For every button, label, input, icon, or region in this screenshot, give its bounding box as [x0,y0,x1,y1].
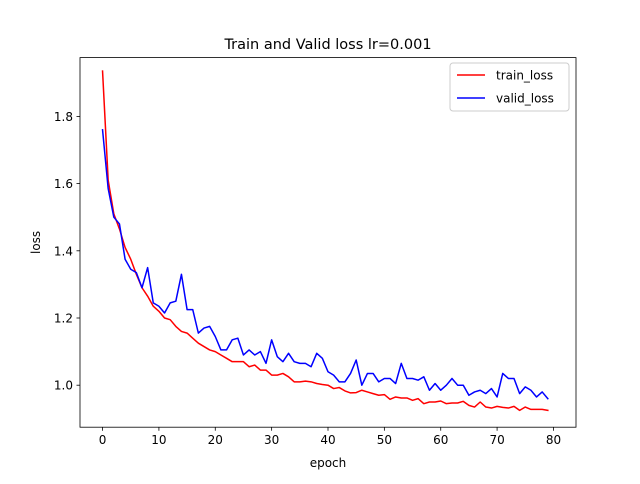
plot-area [80,57,576,428]
chart-title: Train and Valid loss lr=0.001 [223,37,431,53]
x-tick-label: 50 [377,433,392,447]
x-tick-label: 20 [208,433,223,447]
y-tick-label: 1.8 [54,110,73,124]
x-tick-label: 80 [546,433,561,447]
x-tick-label: 30 [264,433,279,447]
x-tick-label: 40 [320,433,335,447]
legend-label-valid-loss: valid_loss [496,92,554,106]
series-line-valid-loss [101,129,549,400]
series-line-train-loss [101,70,549,412]
y-tick-label: 1.4 [54,244,73,258]
legend: train_loss valid_loss [449,62,570,112]
y-tick-label: 1.2 [54,312,73,326]
x-tick-label: 60 [433,433,448,447]
y-axis-label: loss [29,231,43,254]
y-tick-label: 1.0 [54,379,73,393]
legend-label-train-loss: train_loss [496,69,553,83]
y-tick-label: 1.6 [54,177,73,191]
ticks-layer: 0 10 20 30 40 50 60 70 80 1.0 1.2 1.4 1.6 1.8 [54,110,561,447]
series-layer [101,70,549,412]
x-tick-label: 0 [99,433,107,447]
x-axis-label: epoch [310,456,347,470]
x-tick-label: 10 [151,433,166,447]
x-tick-label: 70 [489,433,504,447]
